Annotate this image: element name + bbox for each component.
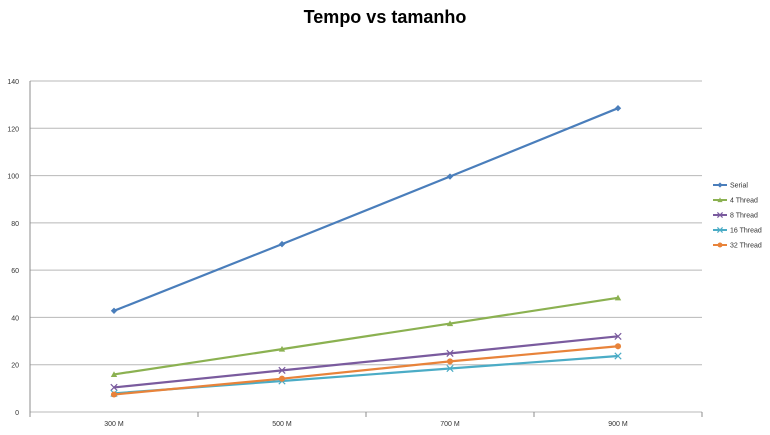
legend-marker-1 [717, 197, 723, 203]
data-point-s0-1 [278, 240, 286, 248]
data-point-s2-2 [446, 349, 454, 357]
x-tick-label-2: 700 M [440, 421, 460, 428]
y-tick-label-120: 120 [7, 126, 19, 133]
series-line-4 [113, 345, 619, 396]
data-point-s2-0 [110, 383, 118, 392]
x-tick-label-3: 900 M [608, 421, 628, 428]
data-point-s4-2 [446, 358, 454, 365]
x-tick-label-1: 500 M [272, 421, 292, 428]
legend-label-2: 8 Thread [730, 213, 758, 220]
y-tick-label-140: 140 [7, 79, 19, 86]
legend-label-4: 32 Thread [730, 243, 762, 250]
series-line-1 [113, 296, 619, 376]
y-tick-label-60: 60 [11, 268, 19, 275]
x-tick-label-0: 300 M [104, 421, 124, 428]
y-tick-label-40: 40 [11, 315, 19, 322]
y-tick-label-100: 100 [7, 174, 19, 181]
data-point-s0-0 [110, 307, 118, 315]
data-point-s2-3 [614, 332, 622, 340]
data-point-s1-0 [110, 371, 118, 377]
data-point-s1-3 [614, 294, 622, 301]
data-point-s1-2 [446, 320, 454, 327]
legend-marker-3 [716, 226, 724, 234]
data-point-s4-3 [614, 343, 622, 350]
data-point-s4-1 [278, 375, 286, 382]
data-point-s0-2 [446, 173, 454, 180]
data-point-s4-0 [110, 391, 118, 398]
data-point-s2-1 [278, 366, 286, 375]
series-line-2 [113, 335, 619, 389]
legend-label-3: 16 Thread [730, 228, 762, 235]
data-point-s0-3 [614, 104, 622, 112]
y-tick-label-0: 0 [15, 410, 19, 417]
legend-marker-2 [716, 211, 724, 219]
legend-label-0: Serial [730, 183, 748, 190]
chart-title: Tempo vs tamanho [303, 7, 467, 27]
series-line-0 [113, 107, 619, 312]
y-tick-label-20: 20 [11, 363, 19, 370]
y-tick-label-80: 80 [11, 221, 19, 228]
data-point-s3-3 [614, 352, 622, 360]
legend-marker-0 [717, 182, 723, 188]
legend-marker-4 [717, 242, 723, 248]
data-point-s1-1 [278, 345, 286, 352]
data-point-s3-2 [446, 364, 454, 373]
legend-label-1: 4 Thread [730, 198, 758, 205]
